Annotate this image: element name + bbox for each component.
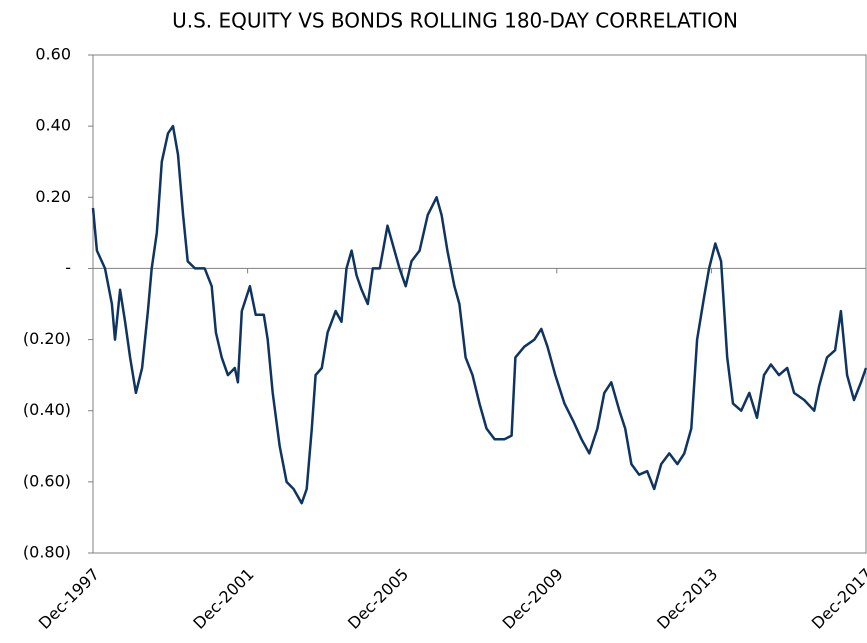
x-tick-label: Dec-2013 [653,565,721,633]
y-tick-label: 0.20 [35,187,71,206]
plot-frame [92,54,867,554]
chart-title: U.S. EQUITY VS BONDS ROLLING 180-DAY COR… [172,9,738,33]
y-tick-label: (0.80) [23,543,71,562]
x-tick-label: Dec-2017 [808,565,867,633]
x-tick-label: Dec-2001 [189,565,257,633]
y-tick-label: (0.40) [23,400,71,419]
y-tick-label: 0.60 [35,45,71,64]
y-tick-label: 0.40 [35,116,71,135]
data-line [91,124,867,505]
y-tick-label: (0.20) [23,329,71,348]
x-tick-label: Dec-1997 [35,565,103,633]
y-tick-label: (0.60) [23,471,71,490]
x-tick-label: Dec-2009 [499,565,567,633]
y-tick-label: - [65,258,71,277]
x-tick-label: Dec-2005 [344,565,412,633]
